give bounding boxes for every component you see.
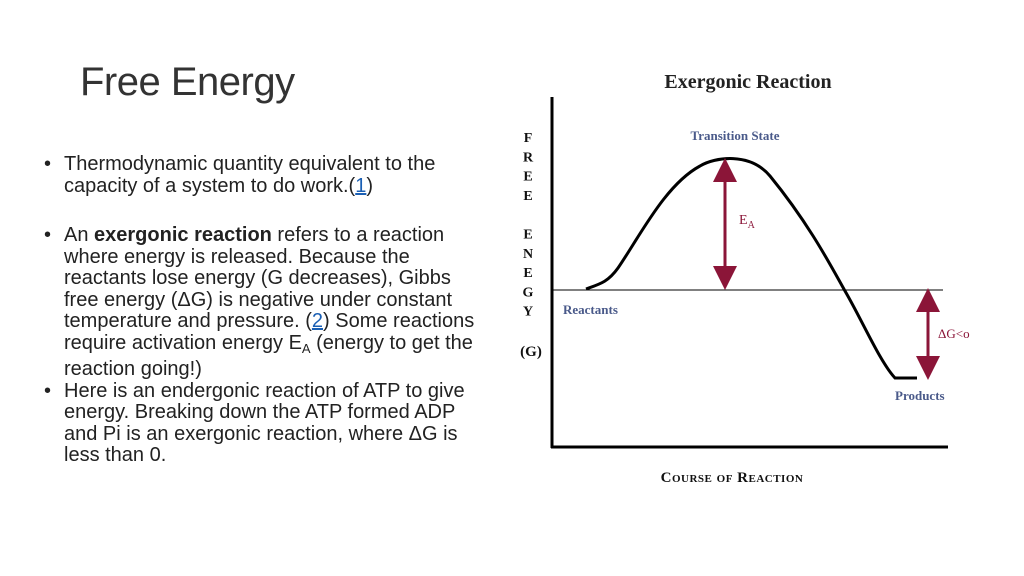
y-axis-letter: N bbox=[523, 247, 533, 262]
x-axis-label: Course of Reaction bbox=[661, 470, 804, 486]
diagram-title: Exergonic Reaction bbox=[664, 71, 831, 93]
reference-link-2[interactable]: 2 bbox=[311, 310, 324, 332]
y-axis-unit: (G) bbox=[520, 344, 542, 360]
bullet-list: • Thermodynamic quantity equivalent to t… bbox=[44, 153, 484, 467]
slide-title: Free Energy bbox=[80, 60, 295, 104]
y-axis-letter: R bbox=[523, 150, 534, 165]
y-axis-letter: G bbox=[523, 285, 534, 300]
y-axis-letter: Y bbox=[523, 305, 533, 320]
y-axis-letter: E bbox=[523, 170, 532, 185]
bullet-text: Thermodynamic quantity equivalent to the… bbox=[64, 153, 436, 197]
y-axis-letter: E bbox=[523, 228, 532, 243]
y-axis-letter: E bbox=[523, 189, 532, 204]
reactants-label: Reactants bbox=[563, 302, 618, 317]
transition-state-label: Transition State bbox=[691, 128, 780, 143]
delta-g-label: ΔG<o bbox=[938, 326, 970, 341]
reaction-energy-curve bbox=[585, 157, 917, 380]
y-axis-letter: E bbox=[523, 266, 532, 281]
bullet-text: Here is an endergonic reaction of ATP to… bbox=[64, 379, 465, 466]
bullet-item-definition: • Thermodynamic quantity equivalent to t… bbox=[44, 153, 436, 197]
y-axis-letter: F bbox=[524, 131, 533, 146]
bullet-item-exergonic: • An exergonic reaction refers to a reac… bbox=[44, 224, 475, 380]
bullet-item-atp: • Here is an endergonic reaction of ATP … bbox=[44, 379, 484, 467]
reference-link-1[interactable]: 1 bbox=[355, 174, 367, 197]
bullet-dot: • bbox=[44, 379, 52, 402]
products-label: Products bbox=[895, 388, 945, 403]
bold-term: exergonic reaction bbox=[94, 224, 272, 246]
activation-energy-label: EA bbox=[739, 213, 756, 231]
bullet-dot: • bbox=[44, 224, 52, 246]
bullet-dot: • bbox=[44, 153, 52, 175]
